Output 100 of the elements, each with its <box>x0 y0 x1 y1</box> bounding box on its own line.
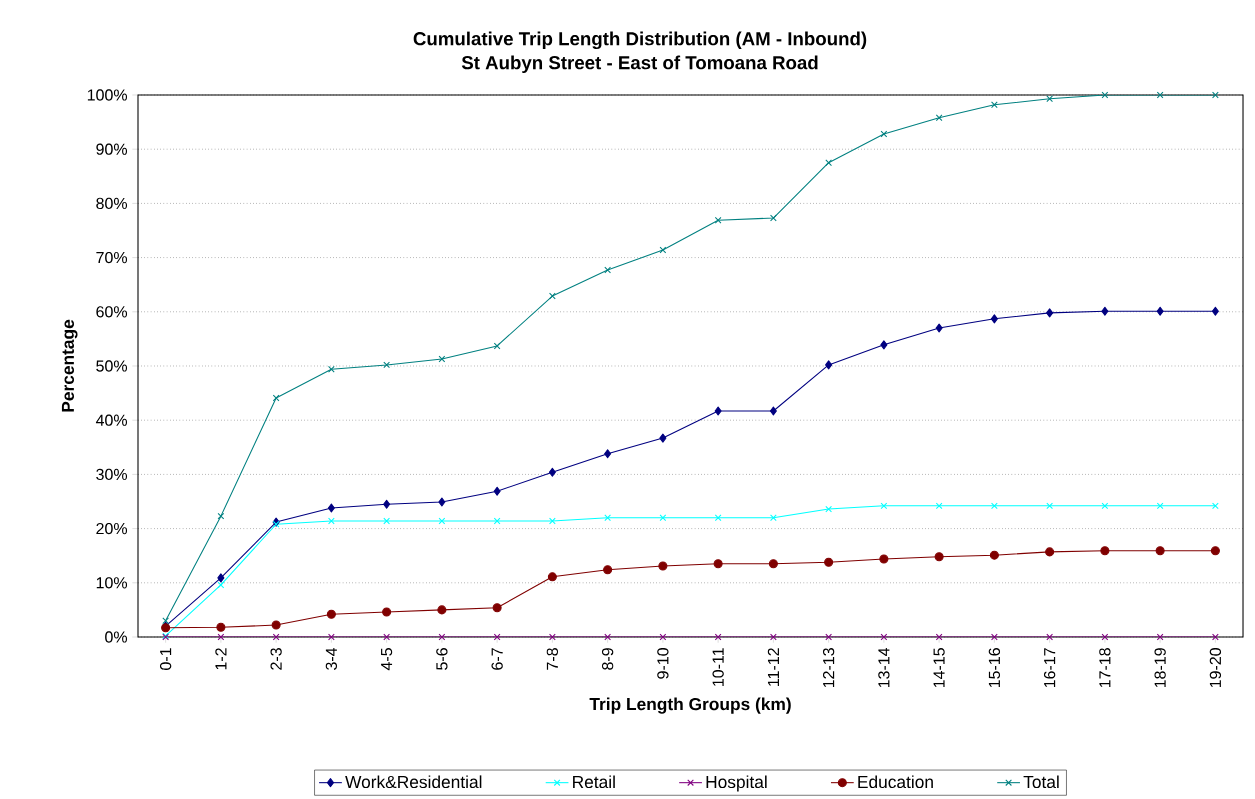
y-axis-title: Percentage <box>61 319 78 412</box>
point <box>768 559 778 569</box>
point <box>162 617 169 625</box>
point <box>272 633 280 641</box>
point <box>880 340 888 350</box>
point <box>328 365 335 373</box>
x-tick-label: 14-15 <box>933 648 945 688</box>
point <box>935 633 943 641</box>
y-tick-label: 60% <box>96 306 128 318</box>
x-tick-label: 3-4 <box>325 647 338 670</box>
point <box>1046 502 1054 510</box>
point <box>1156 306 1164 316</box>
point <box>438 497 446 507</box>
point <box>714 514 722 522</box>
point <box>991 101 998 109</box>
point <box>216 622 226 632</box>
point <box>714 633 722 641</box>
x-tick-label: 12-13 <box>822 648 835 688</box>
x-tick-label: 7-8 <box>546 648 559 670</box>
y-tick-label: 30% <box>96 468 128 481</box>
x-tick-label: 5-6 <box>436 648 448 670</box>
point <box>991 502 998 510</box>
point <box>770 633 777 641</box>
point <box>548 467 556 477</box>
x-tick-label: 18-19 <box>1154 648 1166 688</box>
point <box>547 572 557 582</box>
point <box>549 292 556 300</box>
point <box>492 603 502 613</box>
point <box>713 559 723 569</box>
legend-label: Hospital <box>706 775 767 792</box>
legend-label: Education <box>858 775 933 789</box>
point <box>825 159 832 167</box>
legend-label: Work&Residential <box>345 775 482 789</box>
y-tick-label: 50% <box>96 360 128 372</box>
point <box>604 633 611 641</box>
y-tick-label: 70% <box>96 251 128 264</box>
point <box>935 502 943 510</box>
point <box>438 517 446 525</box>
point <box>383 517 390 525</box>
point <box>935 323 943 333</box>
point <box>382 607 392 617</box>
y-tick-label: 80% <box>96 197 128 210</box>
point <box>493 633 501 641</box>
point <box>824 557 834 567</box>
point <box>383 633 390 641</box>
point <box>935 114 943 122</box>
point <box>990 314 998 324</box>
point <box>770 514 777 522</box>
point <box>1156 633 1164 641</box>
point <box>880 633 888 641</box>
x-tick-label: 0-1 <box>159 648 172 670</box>
point <box>1212 502 1219 510</box>
point <box>934 552 944 562</box>
point <box>493 486 501 496</box>
point <box>603 565 613 575</box>
x-axis-title: Trip Length Groups (km) <box>589 697 791 714</box>
point <box>1101 502 1109 510</box>
y-tick-label: 20% <box>96 522 128 535</box>
point <box>1046 633 1054 641</box>
point <box>438 633 446 641</box>
point <box>659 433 667 443</box>
legend-label: Total <box>1023 775 1059 789</box>
x-tick-label: 16-17 <box>1043 648 1056 688</box>
point <box>493 517 501 525</box>
point <box>328 633 335 641</box>
point <box>217 633 225 641</box>
point <box>1101 633 1109 641</box>
x-tick-label: 11-12 <box>767 648 779 686</box>
x-tick-label: 2-3 <box>270 648 282 670</box>
x-tick-label: 1-2 <box>215 648 227 670</box>
point <box>825 633 832 641</box>
legend-label: Retail <box>573 775 615 789</box>
point <box>880 130 888 138</box>
point <box>1156 91 1164 99</box>
point <box>659 514 667 522</box>
point <box>272 394 280 402</box>
point <box>658 561 668 571</box>
point <box>271 620 281 630</box>
x-tick-label: 9-10 <box>657 648 669 679</box>
point <box>1212 91 1219 99</box>
point <box>604 266 611 274</box>
point <box>217 581 225 589</box>
point <box>217 512 225 520</box>
point <box>383 361 390 369</box>
x-tick-label: 4-5 <box>381 648 393 671</box>
point <box>1100 546 1110 556</box>
point <box>1211 306 1219 316</box>
point <box>1156 502 1164 510</box>
chart-subtitle: St Aubyn Street - East of Tomoana Road <box>461 55 818 74</box>
y-tick-label: 90% <box>96 143 128 155</box>
x-tick-label: 17-18 <box>1099 648 1111 688</box>
point <box>438 355 446 363</box>
y-tick-label: 40% <box>95 414 128 426</box>
point <box>770 214 777 222</box>
point <box>604 449 612 459</box>
point <box>825 505 832 513</box>
point <box>1101 306 1109 316</box>
point <box>714 406 722 416</box>
x-tick-label: 10-11 <box>712 648 724 686</box>
y-tick-label: 100% <box>87 89 128 101</box>
